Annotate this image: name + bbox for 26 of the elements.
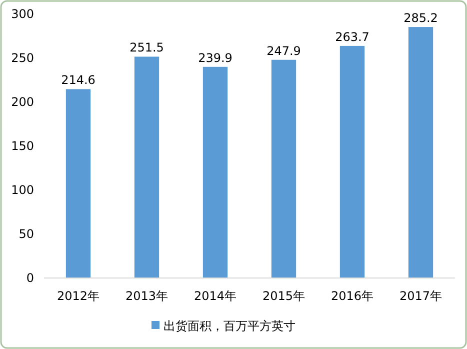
- data-label: 251.5: [130, 40, 164, 55]
- y-tick-label: 0: [26, 271, 34, 285]
- x-tick-label: 2017年: [399, 289, 442, 303]
- y-tick-label: 250: [11, 51, 34, 65]
- data-label: 263.7: [335, 30, 370, 44]
- y-tick-label: 100: [11, 183, 34, 197]
- y-tick-label: 200: [11, 95, 34, 109]
- y-tick-label: 50: [18, 227, 34, 241]
- x-tick-label: 2013年: [125, 289, 168, 303]
- x-tick-label: 2016年: [330, 289, 374, 303]
- data-label: 239.9: [198, 50, 232, 65]
- bar: [134, 56, 160, 278]
- data-label: 247.9: [266, 44, 301, 58]
- y-tick-label: 150: [11, 139, 34, 153]
- x-tick-label: 2015年: [262, 289, 306, 303]
- x-tick-label: 2014年: [194, 289, 237, 303]
- data-label: 285.2: [404, 11, 438, 26]
- data-label: 214.6: [61, 73, 96, 88]
- x-tick-label: 2012年: [56, 289, 100, 303]
- bar: [408, 27, 434, 278]
- y-tick-label: 300: [11, 7, 34, 21]
- bar: [340, 46, 365, 278]
- bar: [202, 66, 228, 278]
- bar: [271, 60, 296, 278]
- bar: [66, 89, 91, 278]
- legend-label: 出货面积，百万平方英寸: [164, 319, 296, 333]
